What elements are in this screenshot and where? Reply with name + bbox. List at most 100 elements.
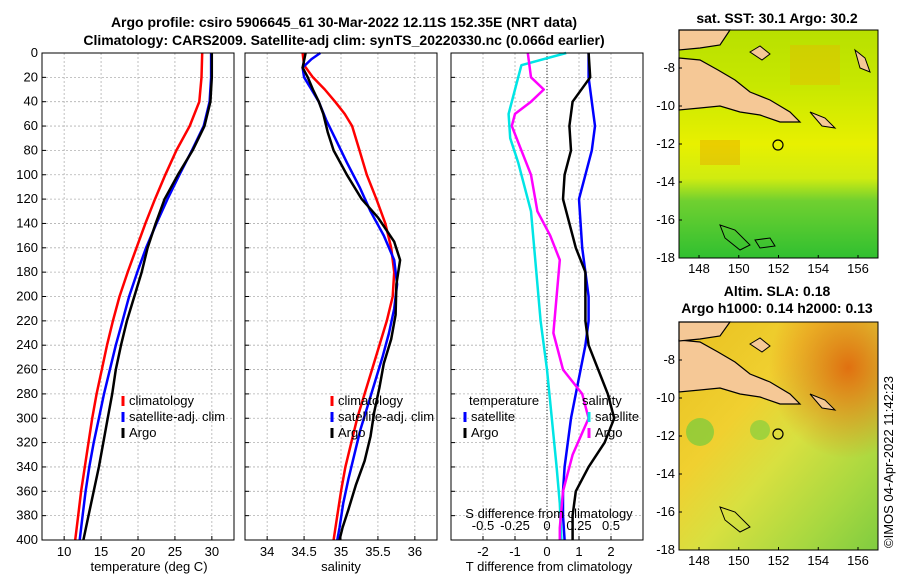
sst-map-axes: 148 150 152 154 156 -8 -10 -12 -14 -16 -18: [656, 60, 869, 276]
temperature-legend: climatology satellite-adj. clim Argo: [121, 393, 225, 440]
top-x-tick-label: 0.5: [602, 518, 620, 533]
png-coast-shape: [678, 57, 802, 123]
x-tick-label: 2: [607, 544, 614, 559]
figure-title-line2: Climatology: CARS2009. Satellite-adj cli…: [83, 32, 604, 48]
argo-location-marker: [772, 139, 784, 151]
y-tick-label: 260: [16, 362, 38, 377]
difference-profile-plot: -2 -1 0 1 2 -0.5 -0.25 0 0.25 0.5: [450, 51, 644, 559]
x-tick-label: 15: [94, 544, 108, 559]
top-x-tick-label: 0.25: [566, 518, 591, 533]
series-s-satellite: [507, 51, 567, 541]
series-argo: [82, 53, 214, 541]
legend-t-argo: Argo: [471, 425, 498, 440]
series-t-argo: [561, 52, 616, 540]
legend-satellite-adj: satellite-adj. clim: [338, 409, 434, 424]
y-tick-label: 100: [16, 167, 38, 182]
map-lat-label: -12: [656, 428, 675, 443]
y-tick-label: 300: [16, 410, 38, 425]
map-lat-label: -18: [656, 250, 675, 265]
salinity-profile-plot: 34 34.5 35 35.5 36: [244, 51, 438, 559]
y-tick-label: 80: [24, 142, 38, 157]
legend-climatology: climatology: [338, 393, 404, 408]
sla-map-title-line2: Argo h1000: 0.14 h2000: 0.13: [681, 300, 873, 316]
difference-xlabel: T difference from climatology: [466, 559, 633, 574]
map-lon-label: 154: [807, 553, 829, 568]
x-tick-label: 25: [168, 544, 182, 559]
x-tick-label: 35.5: [365, 544, 390, 559]
salinity-xlabel: salinity: [321, 559, 361, 574]
x-tick-label: 34: [260, 544, 274, 559]
x-tick-label: 30: [205, 544, 219, 559]
y-tick-label: 360: [16, 483, 38, 498]
y-tick-label: 60: [24, 118, 38, 133]
y-tick-label: 280: [16, 386, 38, 401]
top-x-tick-label: -0.5: [472, 518, 494, 533]
series-t-satellite: [561, 53, 597, 541]
map-lon-label: 156: [847, 553, 869, 568]
series-satellite-adj-clim: [301, 51, 399, 541]
map-lat-label: -16: [656, 504, 675, 519]
legend-t-satellite: satellite: [471, 409, 515, 424]
y-tick-label: 120: [16, 191, 38, 206]
top-x-tick-label: -0.25: [500, 518, 530, 533]
y-tick-label: 140: [16, 215, 38, 230]
sla-map: [678, 321, 879, 551]
map-lat-label: -8: [663, 60, 675, 75]
y-tick-label: 400: [16, 532, 38, 547]
y-tick-label: 340: [16, 459, 38, 474]
y-tick-label: 220: [16, 313, 38, 328]
map-lon-label: 148: [688, 553, 710, 568]
x-tick-label: 36: [408, 544, 422, 559]
argo-location-marker: [772, 428, 784, 440]
x-tick-label: 35: [334, 544, 348, 559]
difference-top-xlabel: S difference from climatology: [465, 506, 633, 521]
x-tick-label: -1: [509, 544, 521, 559]
series-s-argo: [510, 52, 590, 540]
y-tick-label: 200: [16, 289, 38, 304]
y-tick-label: 20: [24, 69, 38, 84]
legend-temperature-title: temperature: [469, 393, 539, 408]
sla-map-title-line1: Altim. SLA: 0.18: [724, 283, 831, 299]
map-lon-label: 152: [768, 553, 790, 568]
series-argo: [301, 52, 402, 541]
legend-argo: Argo: [129, 425, 156, 440]
x-tick-label: 1: [575, 544, 582, 559]
series-climatology: [73, 52, 204, 541]
map-lon-label: 148: [688, 261, 710, 276]
salinity-legend: climatology satellite-adj. clim Argo: [330, 393, 434, 440]
y-tick-label: 180: [16, 264, 38, 279]
y-tick-label: 240: [16, 337, 38, 352]
legend-climatology: climatology: [129, 393, 195, 408]
temperature-xlabel: temperature (deg C): [90, 559, 207, 574]
sla-map-axes: 148 150 152 154 156 -8 -10 -12 -14 -16 -18: [656, 352, 869, 568]
map-lat-label: -12: [656, 136, 675, 151]
temperature-profile-plot: 10 15 20 25 30020406080100120140160180200220…: [16, 45, 235, 559]
series-climatology: [301, 52, 396, 541]
sst-map-title: sat. SST: 30.1 Argo: 30.2: [696, 10, 858, 26]
legend-s-argo: Argo: [595, 425, 622, 440]
legend-salinity-title: salinity: [582, 393, 622, 408]
map-lon-label: 154: [807, 261, 829, 276]
x-tick-label: 20: [131, 544, 145, 559]
legend-argo: Argo: [338, 425, 365, 440]
sst-map: [678, 29, 879, 259]
map-lat-label: -16: [656, 212, 675, 227]
map-lat-label: -14: [656, 174, 675, 189]
y-tick-label: 160: [16, 240, 38, 255]
map-lon-label: 150: [728, 553, 750, 568]
map-lon-label: 156: [847, 261, 869, 276]
y-tick-label: 40: [24, 94, 38, 109]
y-tick-label: 380: [16, 508, 38, 523]
x-tick-label: 34.5: [291, 544, 316, 559]
map-lon-label: 150: [728, 261, 750, 276]
map-lon-label: 152: [768, 261, 790, 276]
x-tick-label: 10: [57, 544, 71, 559]
figure-title-line1: Argo profile: csiro 5906645_61 30-Mar-20…: [111, 14, 577, 30]
difference-legend: temperature satellite Argo salinity sate…: [463, 393, 639, 440]
x-tick-label: -2: [477, 544, 489, 559]
map-lat-label: -8: [663, 352, 675, 367]
x-tick-label: 0: [543, 544, 550, 559]
imos-timestamp: ©IMOS 04-Apr-2022 11:42:23: [881, 376, 896, 548]
map-lat-label: -18: [656, 542, 675, 557]
y-tick-label: 0: [31, 45, 38, 60]
